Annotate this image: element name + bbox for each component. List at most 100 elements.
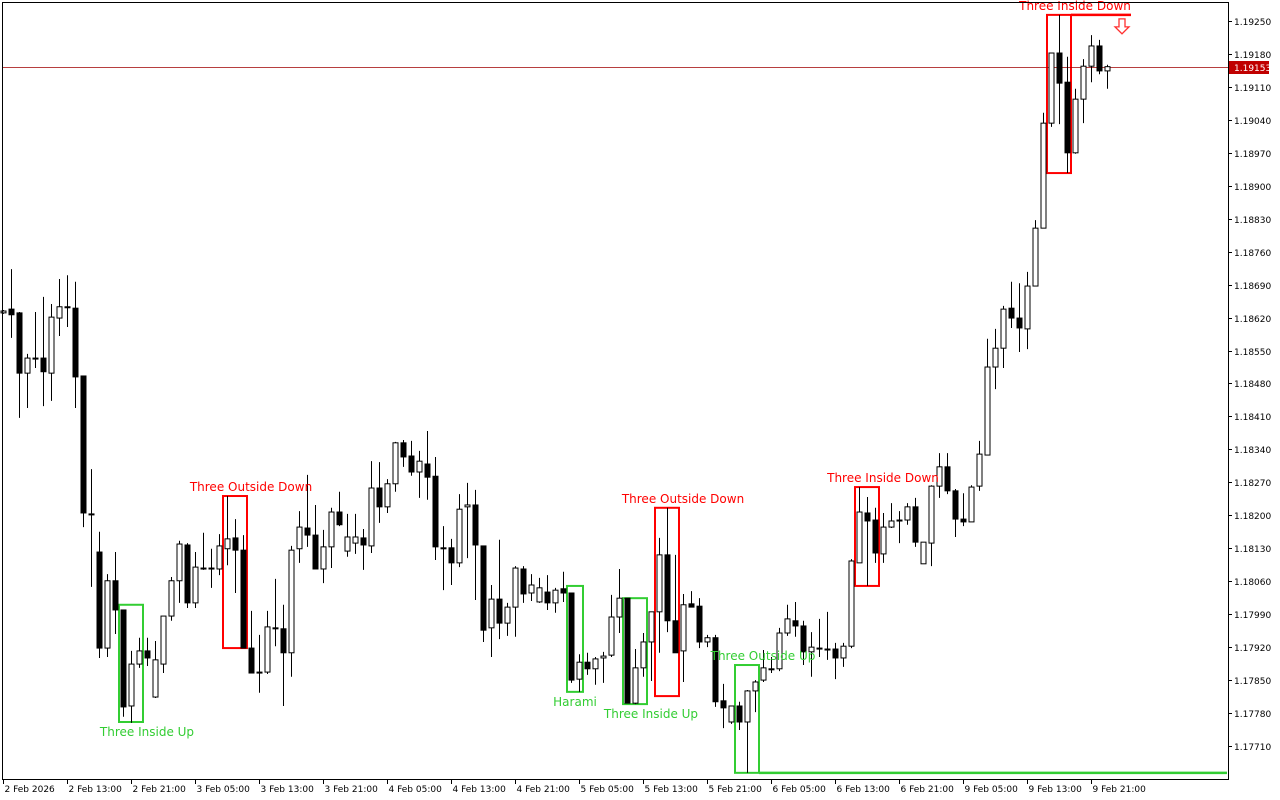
pattern-box — [622, 597, 648, 706]
current-price-tag — [1229, 61, 1269, 74]
candle-bullish — [1000, 305, 1007, 368]
candle-body — [272, 627, 279, 630]
candle-bullish — [528, 574, 535, 601]
candle-bullish — [368, 461, 375, 553]
candle-body — [200, 567, 207, 570]
candle-bullish — [24, 353, 31, 408]
candle-body — [960, 518, 967, 523]
candle-bullish — [984, 338, 991, 456]
y-tick-label: 1.18620 — [1234, 315, 1271, 325]
x-tick-label: 2 Feb 13:00 — [69, 785, 123, 795]
candle-body — [728, 705, 735, 723]
candle-bearish — [944, 453, 951, 495]
candle-bearish — [688, 591, 695, 608]
candle-body — [320, 546, 327, 570]
candle-bullish — [392, 441, 399, 492]
candle-body — [760, 667, 767, 681]
candle-body — [704, 637, 711, 643]
candle-bullish — [32, 311, 39, 368]
pattern-bearish — [222, 495, 248, 650]
candle-body — [952, 490, 959, 520]
y-tick-label: 1.18130 — [1234, 545, 1271, 555]
candle-body — [296, 526, 303, 550]
candle-body — [112, 580, 119, 611]
pattern-box — [566, 584, 584, 693]
x-tick-label: 6 Feb 21:00 — [901, 785, 955, 795]
candle-body — [872, 519, 879, 554]
x-tick-label: 4 Feb 05:00 — [389, 785, 443, 795]
candle-bearish — [448, 538, 455, 585]
candle-body — [680, 604, 687, 652]
candle-bullish — [592, 657, 599, 685]
time-axis[interactable]: 2 Feb 2026 2 Feb 13:00 2 Feb 21:00 3 Feb 05… — [3, 779, 1147, 795]
candle-body — [136, 650, 143, 665]
candle-bearish — [144, 637, 151, 666]
candle-body — [536, 587, 543, 603]
candle-body — [448, 547, 455, 564]
candle-bullish — [440, 526, 447, 591]
candle-body — [576, 661, 583, 680]
candle-bullish — [880, 512, 887, 563]
candle-bearish — [304, 474, 311, 547]
candle-body — [984, 366, 991, 456]
candle-bearish — [120, 609, 127, 717]
candle-bullish — [288, 545, 295, 677]
candle-bullish — [1032, 220, 1039, 287]
y-tick-label: 1.19040 — [1234, 117, 1271, 127]
candle-bearish — [80, 375, 87, 528]
candle-bearish — [96, 531, 103, 658]
candle-body — [120, 609, 127, 708]
candle-bearish — [8, 269, 15, 338]
candle-bullish — [296, 511, 303, 563]
candle-body — [832, 648, 839, 659]
candle-body — [648, 611, 655, 643]
pattern-label: Three Inside Down — [1018, 0, 1131, 13]
candle-bearish — [584, 652, 591, 675]
candle-body — [16, 312, 23, 374]
candle-bullish — [904, 503, 911, 525]
candle-body — [224, 538, 231, 550]
candle-body — [928, 485, 935, 544]
x-tick-label: 9 Feb 05:00 — [965, 785, 1019, 795]
candle-bearish — [1064, 56, 1071, 174]
candle-bullish — [704, 634, 711, 648]
candle-body — [896, 519, 903, 522]
pattern-label: Three Outside Up — [710, 649, 816, 663]
candle-body — [8, 308, 15, 316]
candle-body — [848, 560, 855, 647]
candle-body — [368, 487, 375, 547]
candle-bearish — [560, 571, 567, 602]
pattern-label: Three Outside Down — [189, 480, 312, 494]
candle-body — [496, 598, 503, 624]
y-tick-label: 1.19110 — [1234, 84, 1271, 94]
candle-bullish — [384, 479, 391, 513]
price-axis[interactable]: 1.19250 1.19180 1.19110 1.19040 1.18970 1.189… — [1228, 18, 1271, 753]
x-tick-label: 4 Feb 21:00 — [517, 785, 571, 795]
candle-body — [248, 647, 255, 674]
candle-body — [544, 591, 551, 604]
pattern-bullish — [566, 584, 584, 693]
candle-body — [1088, 45, 1095, 67]
y-tick-label: 1.18760 — [1234, 249, 1271, 259]
candle-body — [472, 504, 479, 546]
x-tick-label: 5 Feb 05:00 — [581, 785, 635, 795]
candle-body — [528, 584, 535, 594]
candle-bullish — [136, 637, 143, 668]
candle-body — [1056, 52, 1063, 84]
candle-body — [1072, 98, 1079, 154]
candle-body — [520, 568, 527, 595]
candle-body — [64, 306, 71, 309]
candle-bullish — [760, 649, 767, 682]
y-tick-label: 1.17990 — [1234, 611, 1271, 621]
candle-bearish — [480, 545, 487, 642]
candle-body — [56, 306, 63, 319]
x-tick-label: 3 Feb 13:00 — [261, 785, 315, 795]
candle-body — [504, 606, 511, 624]
candle-bullish — [1104, 64, 1111, 89]
candle-bearish — [16, 311, 23, 418]
pattern-label: Three Inside Up — [603, 707, 698, 721]
candle-bearish — [896, 511, 903, 544]
candle-bearish — [864, 496, 871, 586]
